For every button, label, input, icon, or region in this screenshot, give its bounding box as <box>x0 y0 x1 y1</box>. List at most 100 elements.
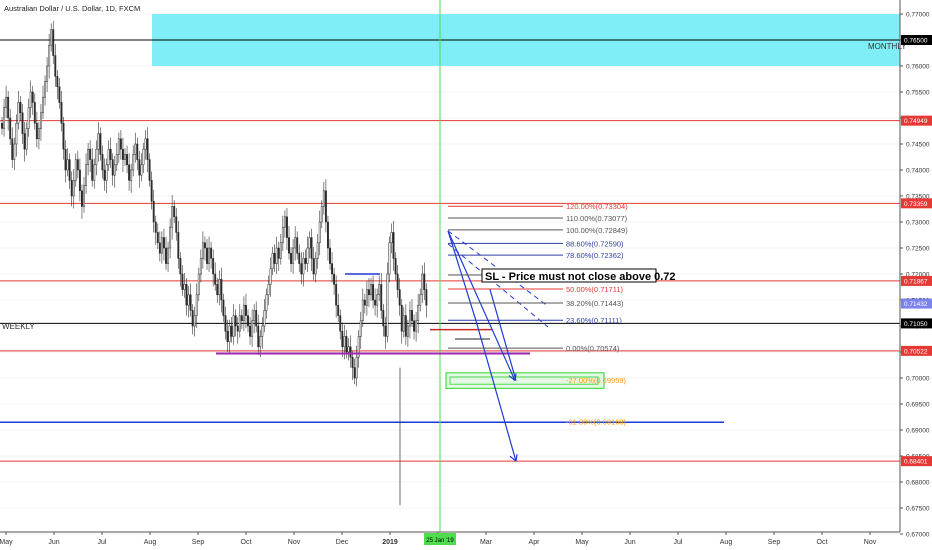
candle-body <box>103 169 106 181</box>
candle-body <box>324 190 327 223</box>
candle-body <box>144 138 147 150</box>
candle-body <box>394 258 397 275</box>
candle-body <box>279 242 282 259</box>
candle-body <box>201 242 204 259</box>
candle-body <box>304 258 307 264</box>
price-tick-label: 0.74000 <box>906 168 930 175</box>
green-target-zone-inner <box>449 376 599 385</box>
candle-body <box>302 258 305 275</box>
candle-body <box>249 325 252 337</box>
fib-level-label: 100.00%(0.72849) <box>566 226 628 235</box>
grid <box>0 13 900 535</box>
candle-body <box>286 216 288 238</box>
price-tick-label: 0.74500 <box>906 142 930 149</box>
candle-body <box>374 299 377 306</box>
candle-body <box>183 284 186 290</box>
fib-level-label: 23.60%(0.71111) <box>566 316 622 325</box>
time-tick-label: Nov <box>864 539 877 546</box>
candle-body <box>105 164 108 181</box>
candle-body <box>136 143 139 160</box>
candle-body <box>78 169 81 192</box>
candle-body <box>228 325 231 342</box>
projection-arrow-head <box>509 454 518 462</box>
candle-body <box>226 330 229 342</box>
horizontal-levels[interactable] <box>0 39 900 462</box>
price-tick-label: 0.67000 <box>906 532 930 539</box>
candle-body <box>46 65 49 82</box>
candle-body <box>329 247 331 264</box>
candle-body <box>25 128 28 150</box>
candle-body <box>191 310 194 327</box>
candle-body <box>40 112 42 129</box>
candle-body <box>101 154 104 171</box>
candle-body <box>62 122 65 150</box>
price-tags: 0.76500 0.74949 0.73359 0.71867 0.71432 0.710… <box>901 35 932 467</box>
price-tag-label: 0.76500 <box>904 38 928 45</box>
candle-body <box>316 242 319 259</box>
candle-body <box>122 148 124 160</box>
candle-body <box>154 221 157 233</box>
time-tick-label: Oct <box>817 539 828 546</box>
candle-body <box>50 29 53 46</box>
trend-drawings[interactable] <box>216 230 605 462</box>
candle-body <box>300 263 303 275</box>
candle-body <box>298 252 301 264</box>
candle-body <box>312 258 315 275</box>
price-tick-label: 0.73500 <box>906 194 930 201</box>
candle-body <box>359 320 362 337</box>
candle-body <box>189 294 192 311</box>
candle-body <box>322 190 325 207</box>
candle-body <box>406 325 409 337</box>
candle-body <box>353 367 356 379</box>
weekly-level-label: WEEKLY <box>2 322 35 331</box>
candle-body <box>3 107 5 129</box>
candle-body <box>273 252 276 264</box>
candle-body <box>425 289 428 306</box>
candle-body <box>390 232 393 244</box>
candle-body <box>222 299 225 316</box>
fib-level-label: 50.00%(0.71711) <box>566 285 623 294</box>
candle-body <box>97 133 100 150</box>
candle-body <box>240 315 243 322</box>
price-tag-box <box>901 318 932 329</box>
price-tag-box <box>901 198 932 209</box>
time-axis[interactable]: MayJunJulAugSepOctNovDec2019FebMarAprMay… <box>0 531 900 546</box>
price-tick-label: 0.72500 <box>906 246 930 253</box>
candle-body <box>232 315 235 337</box>
candle-body <box>126 154 128 166</box>
candle-body <box>195 294 198 316</box>
fibonacci-retracement[interactable]: 120.00%(0.73304) 110.00%(0.73077) 100.00%(… <box>448 202 628 426</box>
candle-body <box>368 289 370 296</box>
time-tick-label: Jun <box>624 539 635 546</box>
candle-body <box>35 122 38 140</box>
candle-body <box>83 185 85 207</box>
candle-body <box>99 133 102 155</box>
candle-body <box>9 117 12 140</box>
candle-body <box>376 294 379 306</box>
candle-body <box>267 284 270 296</box>
candle-body <box>156 232 159 244</box>
projection-arrow-line <box>489 289 517 381</box>
candle-body <box>11 138 14 160</box>
candle-body <box>150 180 153 202</box>
candle-body <box>58 86 61 103</box>
candle-body <box>331 263 334 275</box>
candle-body <box>269 268 272 285</box>
candle-body <box>314 258 317 275</box>
projection-arrow-line <box>475 320 517 462</box>
candle-body <box>404 315 407 337</box>
fib-level-label: 38.20%(0.71443) <box>566 299 624 308</box>
candle-body <box>5 96 8 108</box>
sl-note-box[interactable]: SL - Price must not close above 0.72 <box>481 268 676 283</box>
candle-body <box>253 310 256 322</box>
candle-body <box>251 320 254 337</box>
candle-body <box>199 258 202 275</box>
candle-body <box>93 164 96 181</box>
candle-body <box>19 102 22 114</box>
candle-body <box>265 294 268 311</box>
candle-body <box>275 247 278 264</box>
candle-body <box>23 133 26 150</box>
candle-body <box>216 284 219 296</box>
fib-level-label: -27.00%(0.69959) <box>566 376 627 385</box>
